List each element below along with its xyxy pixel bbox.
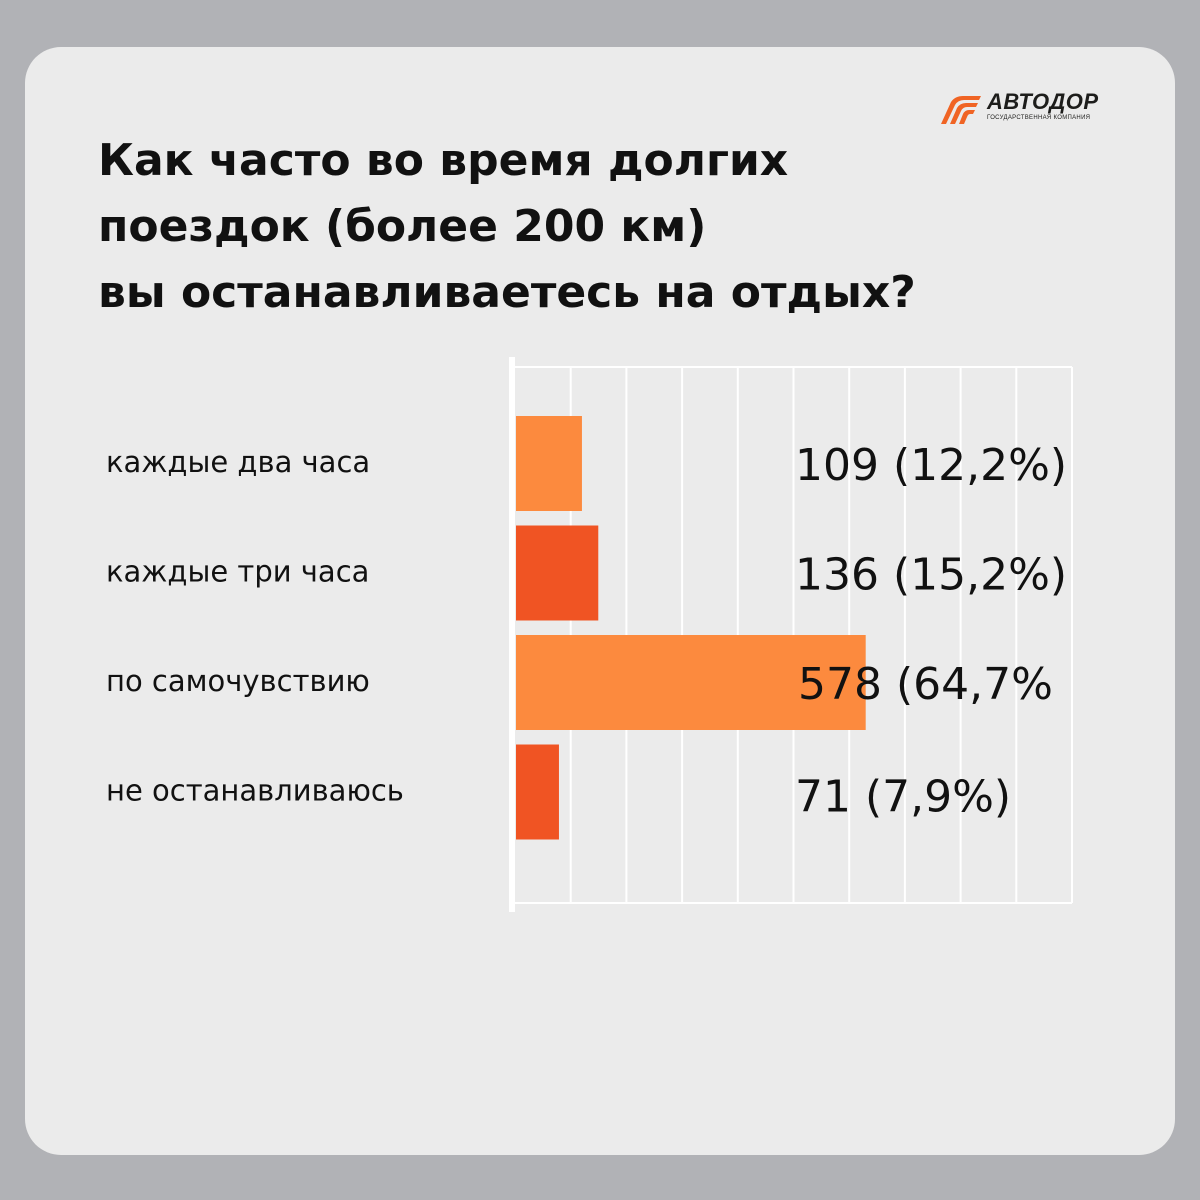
data-label-1: 109 (12,2%)	[795, 440, 1067, 491]
category-label-4: не останавливаюсь	[106, 774, 404, 808]
road-stripes-icon	[941, 96, 981, 124]
data-label-3: 578 (64,7%	[798, 659, 1053, 710]
title-line-1: Как часто во время долгих	[98, 135, 789, 186]
card	[25, 47, 1175, 1155]
category-label-2: каждые три часа	[106, 555, 369, 589]
category-label-1: каждые два часа	[106, 445, 370, 479]
bar-4	[516, 744, 559, 840]
bar-3	[516, 635, 866, 730]
title-line-2: поездок (более 200 км)	[98, 201, 707, 252]
bar-1	[516, 416, 582, 511]
brand-subtitle: ГОСУДАРСТВЕННАЯ КОМПАНИЯ	[987, 115, 1091, 121]
category-label-3: по самочувствию	[106, 664, 370, 698]
brand-logo: АВТОДОР ГОСУДАРСТВЕННАЯ КОМПАНИЯ	[937, 88, 1127, 128]
bar-2	[516, 525, 599, 621]
data-label-4: 71 (7,9%)	[795, 772, 1011, 823]
page-title: Как часто во время долгих поездок (более…	[98, 128, 1058, 326]
brand-name: АВТОДОР	[987, 89, 1099, 114]
data-label-2: 136 (15,2%)	[795, 550, 1067, 601]
title-line-3: вы останавливаетесь на отдых?	[98, 267, 916, 318]
